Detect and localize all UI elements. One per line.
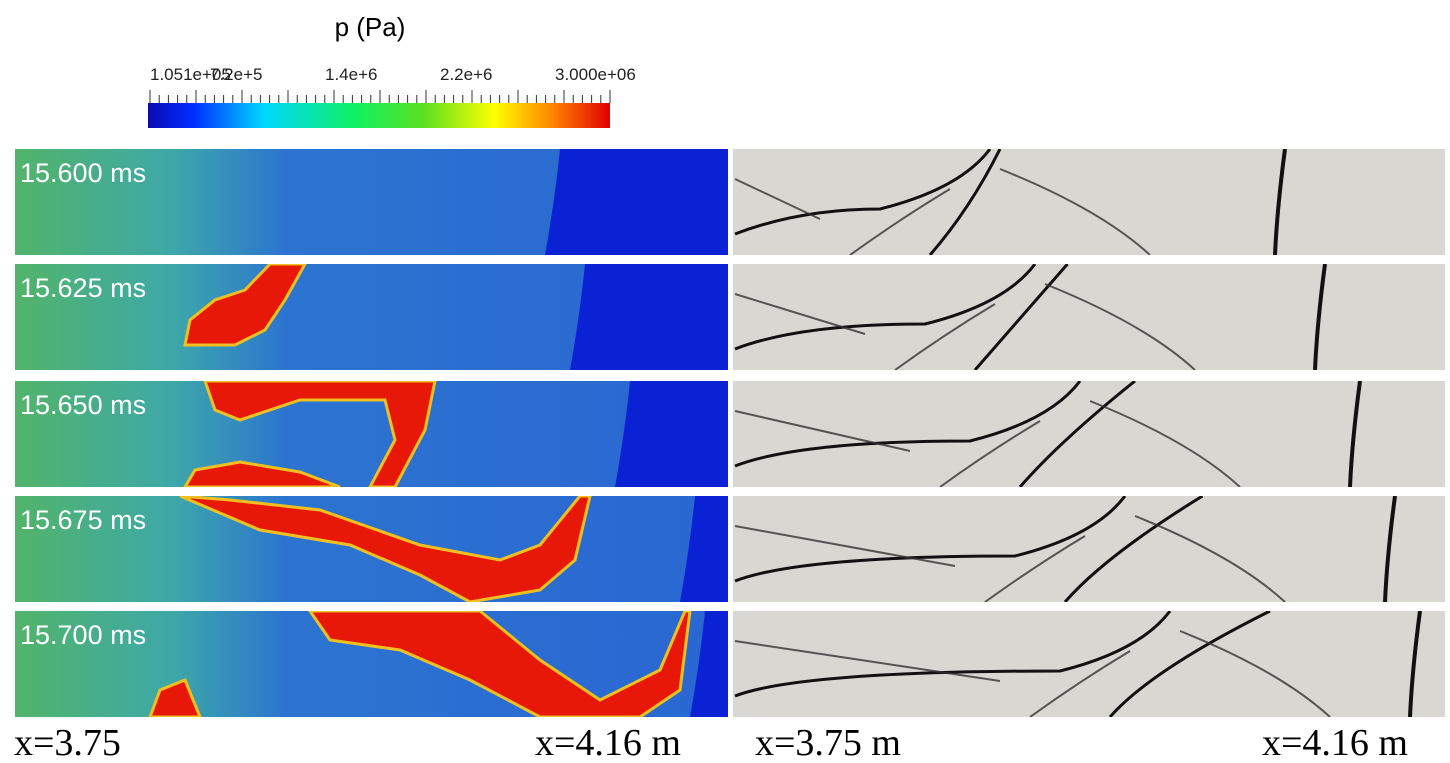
colorbar-label: 1.4e+6 <box>325 65 377 84</box>
unshocked-region <box>545 149 728 255</box>
schlieren-panel <box>733 381 1445 487</box>
background <box>733 496 1445 602</box>
time-label: 15.650 ms <box>20 390 146 420</box>
panel-row: 15.600 ms <box>15 149 1445 255</box>
schlieren-panel <box>733 611 1445 717</box>
x-label: x=3.75 <box>14 722 121 763</box>
panel-row: 15.650 ms <box>15 381 1445 487</box>
colorbar-title: p (Pa) <box>335 12 406 42</box>
schlieren-panel <box>733 149 1445 255</box>
unshocked-region <box>570 264 728 370</box>
colorbar-ticks <box>150 90 610 103</box>
time-label: 15.700 ms <box>20 620 146 650</box>
colorbar-label: 7.2e+5 <box>210 65 262 84</box>
x-label: x=4.16 m <box>535 722 681 763</box>
colorbar <box>148 103 610 128</box>
x-label: x=4.16 m <box>1262 722 1408 763</box>
panel-row: 15.700 ms <box>15 611 1445 717</box>
colorbar-label: 2.2e+6 <box>440 65 492 84</box>
time-label: 15.600 ms <box>20 158 146 188</box>
time-label: 15.675 ms <box>20 505 146 535</box>
panel-row: 15.625 ms <box>15 264 1445 370</box>
background <box>733 264 1445 370</box>
time-label: 15.625 ms <box>20 273 146 303</box>
figure: p (Pa) 1.051e+057.2e+51.4e+62.2e+63.000e… <box>0 0 1450 763</box>
unshocked-region <box>615 381 728 487</box>
background <box>733 149 1445 255</box>
panels: 15.600 ms 15.625 ms 15.650 ms 15.675 ms 15.7… <box>15 149 1445 717</box>
schlieren-panel <box>733 264 1445 370</box>
panel-row: 15.675 ms <box>15 496 1445 602</box>
colorbar-label: 3.000e+06 <box>555 65 636 84</box>
x-label: x=3.75 m <box>755 722 901 763</box>
schlieren-panel <box>733 496 1445 602</box>
